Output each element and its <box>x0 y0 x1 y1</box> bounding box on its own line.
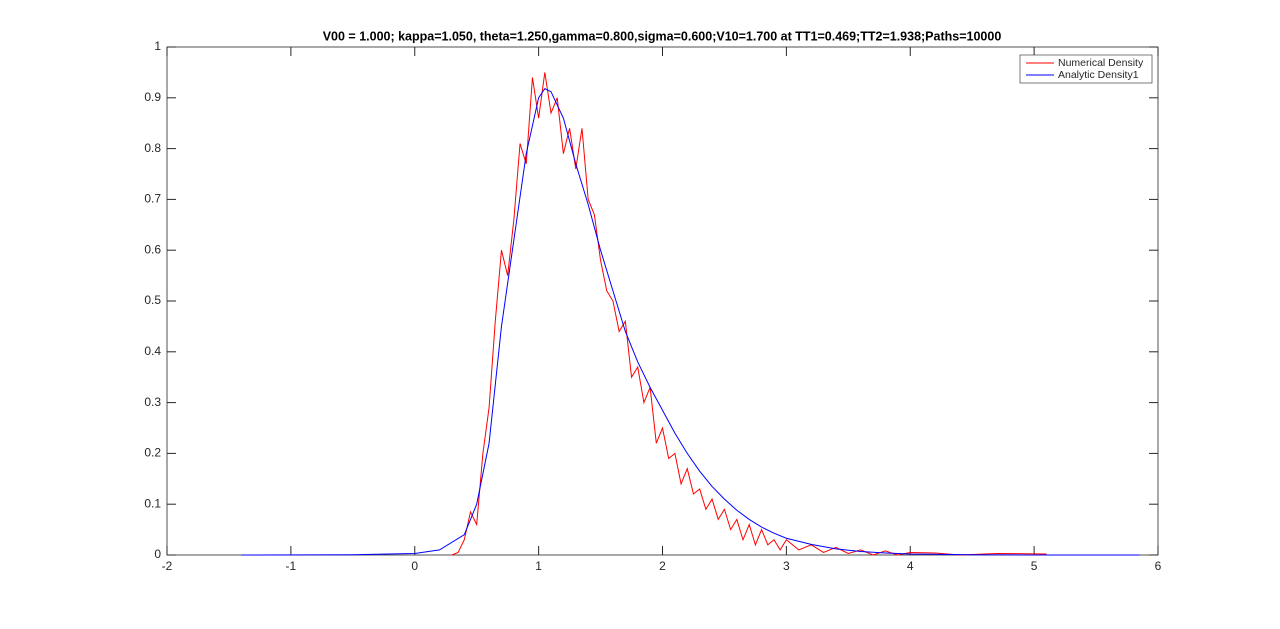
y-tick-label: 0.5 <box>144 293 161 307</box>
legend-label: Numerical Density <box>1058 57 1144 69</box>
y-tick-label: 0.8 <box>144 141 161 155</box>
x-tick-label: 4 <box>907 559 914 573</box>
y-tick-label: 0.4 <box>144 344 161 358</box>
legend-label: Analytic Density1 <box>1058 69 1139 81</box>
chart-title: V00 = 1.000; kappa=1.050, theta=1.250,ga… <box>323 29 1002 43</box>
x-tick-label: -2 <box>162 559 173 573</box>
series-line <box>241 88 1140 556</box>
y-tick-label: 0.2 <box>144 446 161 460</box>
y-tick-label: 0.9 <box>144 90 161 104</box>
legend-box <box>1019 54 1153 84</box>
y-tick-label: 0.1 <box>144 496 161 510</box>
x-tick-label: 6 <box>1155 559 1162 573</box>
x-tick-label: 0 <box>411 559 418 573</box>
x-tick-label: 2 <box>659 559 666 573</box>
series-line <box>451 72 1047 556</box>
y-tick-label: 1 <box>154 39 161 53</box>
x-tick-label: 5 <box>1031 559 1038 573</box>
x-tick-label: 1 <box>535 559 542 573</box>
y-tick-label: 0 <box>154 547 161 561</box>
y-tick-label: 0.3 <box>144 395 161 409</box>
x-tick-label: 3 <box>783 559 790 573</box>
y-tick-label: 0.6 <box>144 242 161 256</box>
y-tick-label: 0.7 <box>144 192 161 206</box>
x-tick-label: -1 <box>286 559 297 573</box>
plot-area <box>166 46 1159 556</box>
